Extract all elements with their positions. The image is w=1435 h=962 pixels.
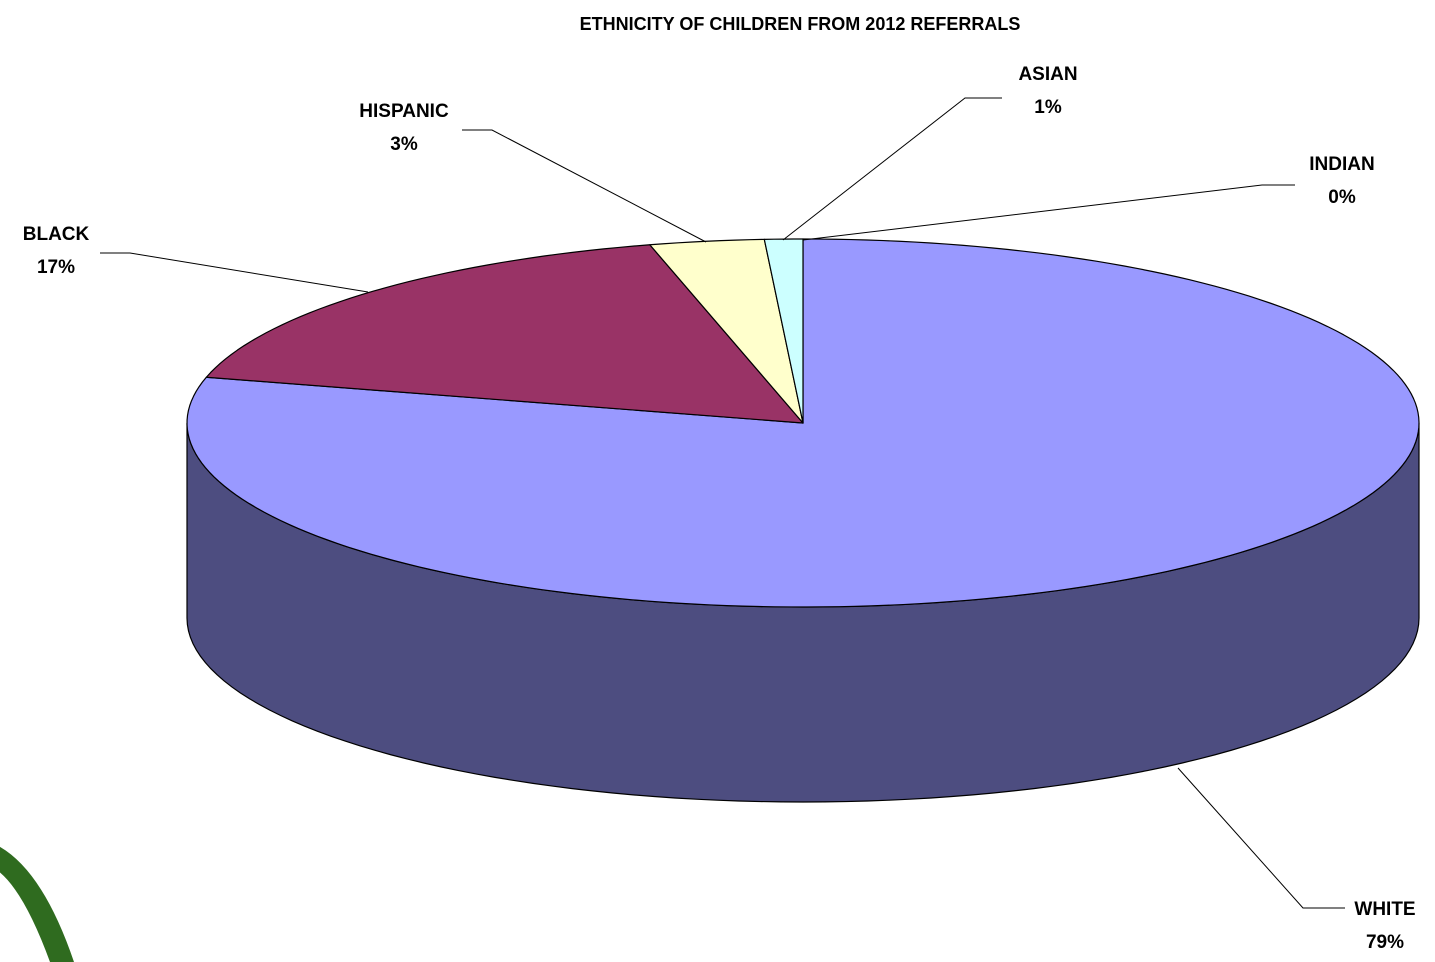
slice-label-asian: ASIAN — [1018, 64, 1077, 85]
green-corner-arc — [0, 847, 74, 962]
slice-value-black: 17% — [37, 257, 75, 278]
corner-decoration — [0, 847, 74, 962]
leader-line-black — [100, 252, 369, 293]
pie-slice-hispanic — [649, 238, 804, 424]
slice-value-white: 79% — [1366, 932, 1404, 953]
leader-line-indian — [802, 184, 1295, 241]
pie-top-layer — [186, 238, 1420, 608]
slice-label-white: WHITE — [1354, 899, 1415, 920]
leader-line-hispanic — [462, 129, 707, 243]
slice-label-black: BLACK — [23, 224, 90, 245]
leader-lines — [100, 97, 1345, 909]
leader-line-asian — [782, 97, 1002, 241]
slice-value-indian: 0% — [1328, 187, 1356, 208]
slice-value-hispanic: 3% — [390, 134, 418, 155]
pie-slice-black — [205, 244, 804, 424]
slice-value-asian: 1% — [1034, 97, 1062, 118]
slice-label-indian: INDIAN — [1309, 154, 1374, 175]
chart-title: ETHNICITY OF CHILDREN FROM 2012 REFERRAL… — [580, 14, 1021, 34]
leader-line-white — [1177, 767, 1345, 909]
slice-label-hispanic: HISPANIC — [359, 101, 449, 122]
slice-labels: WHITE 79% BLACK 17% HISPANIC 3% ASIAN 1% INDIAN 0… — [23, 64, 1416, 953]
